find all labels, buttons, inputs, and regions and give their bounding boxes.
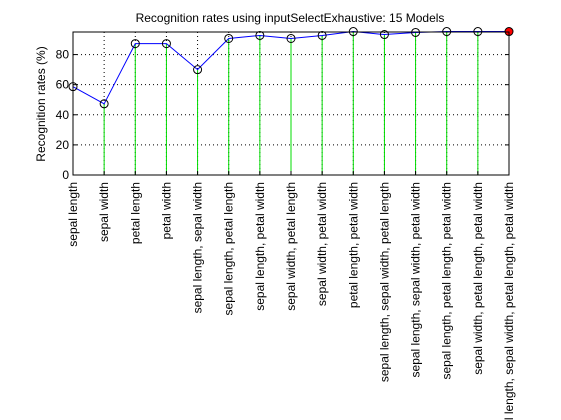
stems xyxy=(72,31,510,175)
y-ticks: 0 20 40 60 80 xyxy=(56,48,509,182)
y-tick-label: 80 xyxy=(56,48,70,62)
x-tick-label: sepal width, petal width xyxy=(315,182,329,306)
x-tick-label: sepal length xyxy=(66,182,80,247)
y-tick-label: 20 xyxy=(56,138,70,152)
y-tick-label: 0 xyxy=(62,168,69,182)
y-tick-label: 60 xyxy=(56,78,70,92)
data-point xyxy=(161,39,171,49)
x-tick-label: sepal length, sepal width, petal length,… xyxy=(502,182,516,420)
y-tick-label: 40 xyxy=(56,108,70,122)
chart-title: Recognition rates using inputSelectExhau… xyxy=(136,11,445,25)
x-tick-label: sepal width xyxy=(97,182,111,242)
x-tick-label: sepal length, petal length xyxy=(222,182,236,315)
data-point xyxy=(99,99,109,109)
x-tick-label: sepal length, sepal width, petal width xyxy=(409,182,423,377)
x-tick-label: petal width xyxy=(159,182,173,239)
x-tick-label: sepal length, petal width xyxy=(253,182,267,311)
data-point xyxy=(130,39,140,49)
x-tick-label: petal length xyxy=(128,182,142,244)
data-point xyxy=(193,65,203,75)
data-point xyxy=(317,30,327,40)
data-point xyxy=(224,33,234,43)
x-tick-label: sepal length, sepal width, petal length xyxy=(377,182,391,382)
x-tick-label: petal length, petal width xyxy=(346,182,360,308)
data-point xyxy=(255,30,265,40)
x-tick-label: sepal width, petal length xyxy=(284,182,298,311)
x-tick-label: sepal width, petal length, petal width xyxy=(471,182,485,375)
x-tick-label: sepal length, sepal width xyxy=(191,182,205,313)
data-point xyxy=(286,33,296,43)
x-ticks: sepal length sepal width petal length petal… xyxy=(66,171,516,420)
x-tick-label: sepal length, petal length, petal width xyxy=(440,182,454,379)
y-axis-label: Recognition rates (%) xyxy=(34,46,48,161)
data-point xyxy=(379,30,389,40)
